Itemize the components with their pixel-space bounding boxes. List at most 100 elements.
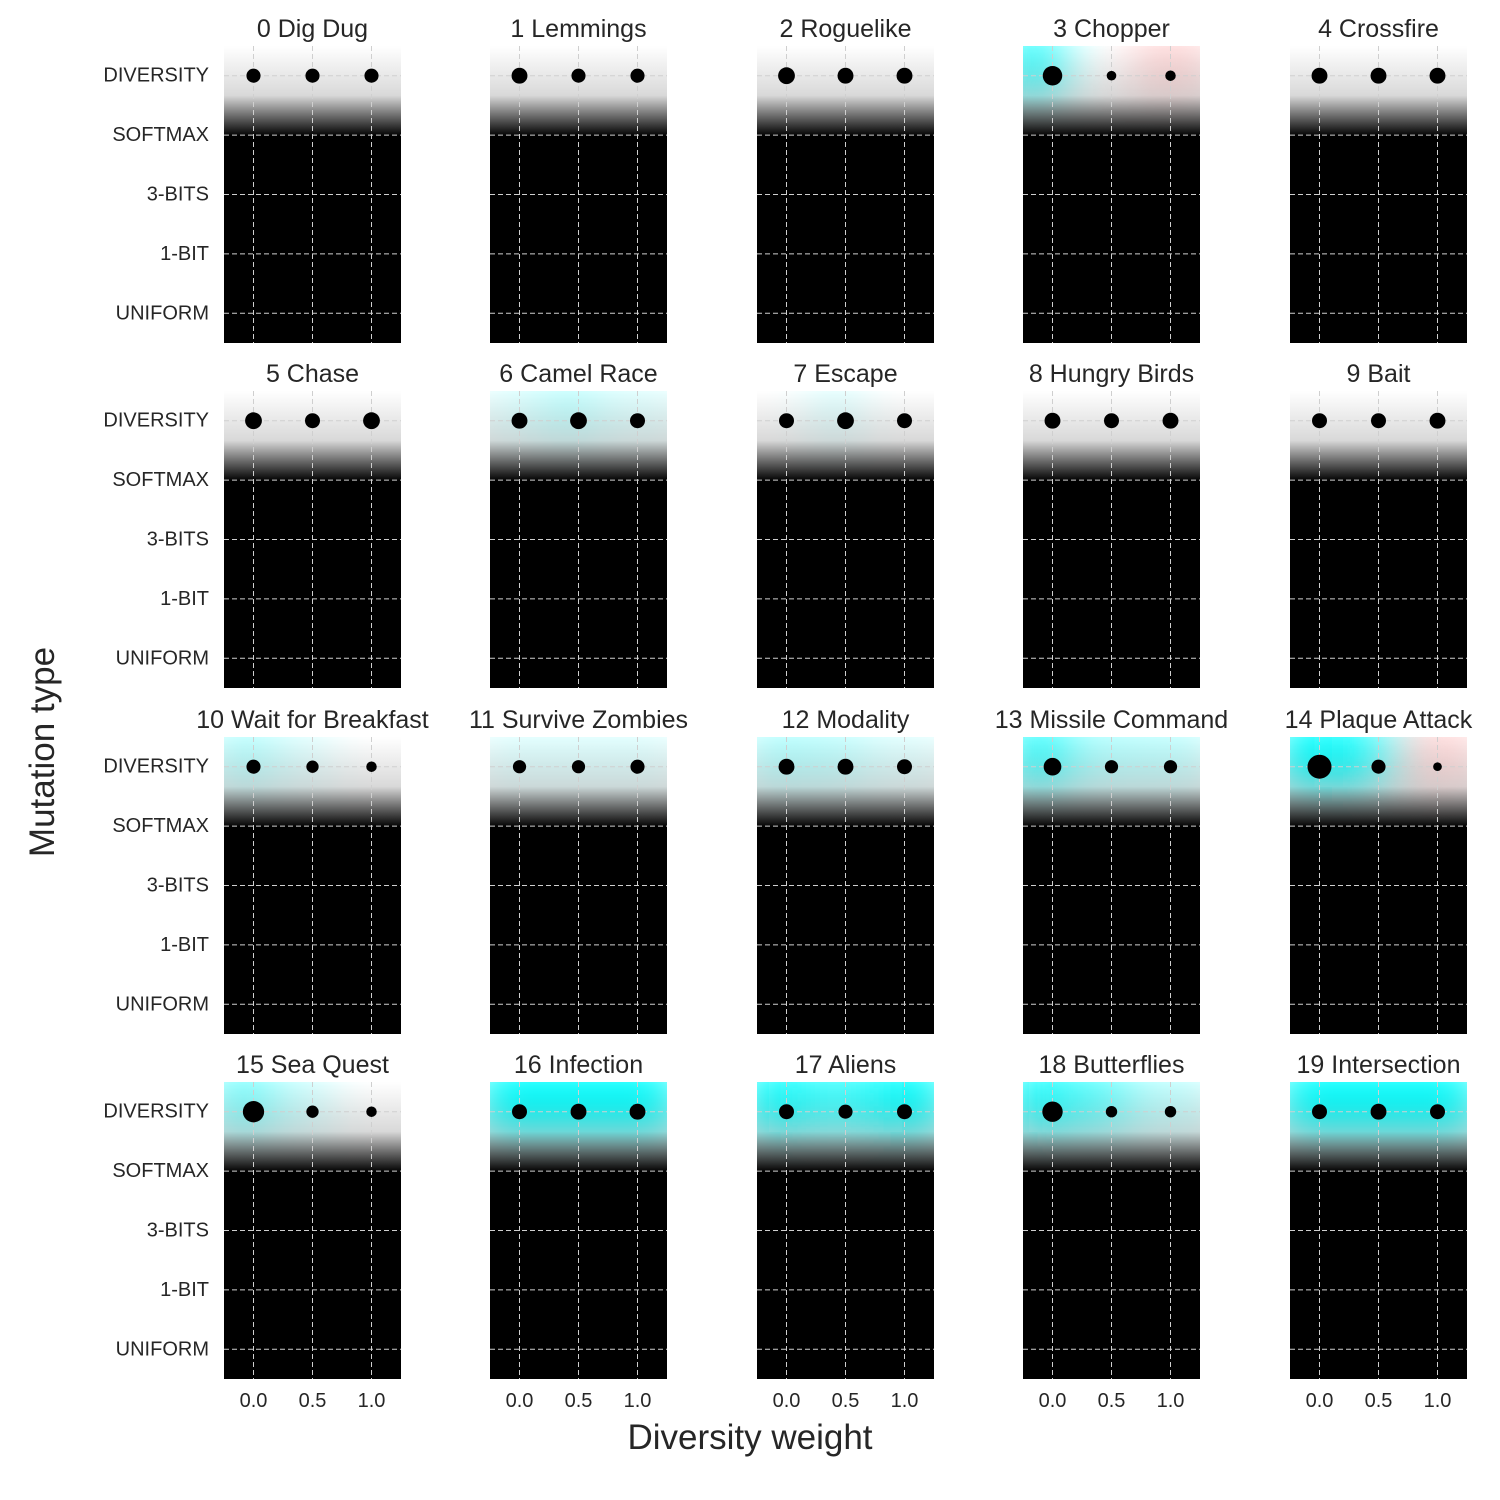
y-axis-label: Mutation type (23, 647, 62, 857)
y-tick-label: UNIFORM (116, 1338, 209, 1360)
points (778, 758, 912, 775)
data-point (511, 412, 528, 429)
points (512, 1103, 646, 1120)
panel: 13 Missile Command (995, 706, 1228, 1034)
data-point (1105, 1106, 1118, 1118)
panel: 9 Bait (1290, 360, 1467, 688)
data-point (1312, 413, 1327, 429)
x-tick-label: 1.0 (891, 1390, 919, 1412)
data-point (1165, 70, 1176, 81)
y-tick-label: 3-BITS (147, 184, 209, 206)
data-point (1042, 65, 1063, 86)
x-tick-label: 0.0 (240, 1390, 268, 1412)
x-tick-label: 1.0 (624, 1390, 652, 1412)
data-point (306, 1105, 319, 1118)
panel-title: 0 Dig Dug (257, 15, 368, 43)
points (246, 759, 377, 774)
panel: 2 Roguelike (757, 15, 934, 343)
panel: 15 Sea Quest DIVERSITY SOFTMAX 3-BITS 1-BIT U… (103, 1051, 401, 1412)
data-point (245, 412, 262, 430)
panel-title: 19 Intersection (1297, 1051, 1461, 1079)
data-point (1042, 1101, 1063, 1122)
y-tick-label: SOFTMAX (112, 815, 209, 837)
data-point (366, 761, 377, 772)
data-point (570, 412, 587, 430)
y-tick-label: SOFTMAX (112, 469, 209, 491)
data-point (778, 758, 795, 775)
data-point (571, 68, 586, 83)
panel: 0 Dig Dug DIVERSITY SOFTMAX 3-BITS 1-BIT UNIF… (103, 15, 401, 343)
data-point (1044, 412, 1061, 429)
panel: 6 Camel Race (490, 360, 667, 688)
panel-title: 12 Modality (782, 706, 910, 734)
data-point (305, 68, 320, 83)
data-point (778, 67, 795, 85)
data-point (1370, 67, 1387, 84)
data-point (1164, 1106, 1177, 1118)
panel-title: 17 Aliens (795, 1051, 896, 1079)
x-tick-label: 0.5 (565, 1390, 593, 1412)
panel: 4 Crossfire (1290, 15, 1467, 343)
data-point (1311, 67, 1328, 84)
panel-title: 15 Sea Quest (236, 1051, 389, 1079)
grid (1290, 391, 1467, 688)
panel: 8 Hungry Birds (1023, 360, 1200, 688)
data-point (571, 760, 586, 774)
points (779, 1104, 912, 1120)
panel: 1 Lemmings (490, 15, 667, 343)
panel: 10 Wait for Breakfast DIVERSITY SOFTMAX 3-B… (103, 706, 429, 1034)
data-point (1312, 1104, 1327, 1120)
x-tick-label: 0.5 (1365, 1390, 1393, 1412)
data-point (838, 1104, 853, 1119)
data-point (1371, 759, 1386, 774)
panel-title: 7 Escape (793, 360, 897, 388)
panel-title: 9 Bait (1347, 360, 1411, 388)
data-point (779, 1104, 794, 1120)
data-point (511, 67, 528, 84)
panel-title: 16 Infection (514, 1051, 643, 1079)
data-point (630, 759, 645, 774)
points (1042, 1101, 1177, 1122)
data-point (897, 413, 912, 429)
grid (757, 737, 934, 1034)
x-tick-label: 0.5 (1098, 1390, 1126, 1412)
data-point (364, 68, 379, 83)
data-point (1430, 1104, 1445, 1120)
x-tick-label: 0.0 (506, 1390, 534, 1412)
data-point (1106, 70, 1117, 81)
data-point (570, 1103, 587, 1120)
data-point (366, 1106, 377, 1117)
panel-title: 3 Chopper (1053, 15, 1170, 43)
x-tick-label: 0.5 (832, 1390, 860, 1412)
data-point (306, 760, 319, 773)
data-point (1429, 412, 1446, 429)
y-tick-label: UNIFORM (116, 993, 209, 1015)
x-tick-label: 0.5 (299, 1390, 327, 1412)
points (1312, 412, 1446, 429)
y-tick-label: 1-BIT (160, 588, 209, 610)
data-point (1371, 413, 1386, 429)
y-tick-label: DIVERSITY (103, 1101, 209, 1123)
data-point (1429, 67, 1446, 84)
data-point (1370, 1103, 1387, 1120)
points (1312, 1103, 1445, 1120)
data-point (1043, 757, 1062, 776)
data-point (512, 760, 527, 774)
panel-title: 13 Missile Command (995, 706, 1228, 734)
grid (1023, 1082, 1200, 1379)
panel: 19 Intersection 0.0 0.5 1.0 (1290, 1051, 1467, 1412)
panel: 11 Survive Zombies (469, 706, 688, 1034)
data-point (837, 67, 854, 84)
data-point (897, 1104, 912, 1120)
grid (224, 1082, 401, 1379)
panel: 7 Escape (757, 360, 934, 688)
y-tick-label: SOFTMAX (112, 1160, 209, 1182)
panel: 5 Chase DIVERSITY SOFTMAX 3-BITS 1-BIT UNIFOR… (103, 360, 401, 688)
panel: 14 Plaque Attack (1285, 706, 1473, 1034)
panel: 17 Aliens 0.0 0.5 1.0 (757, 1051, 934, 1412)
y-tick-label: 3-BITS (147, 1220, 209, 1242)
panel: 3 Chopper (1023, 15, 1200, 343)
grid (224, 737, 401, 1034)
x-tick-label: 0.0 (1306, 1390, 1334, 1412)
